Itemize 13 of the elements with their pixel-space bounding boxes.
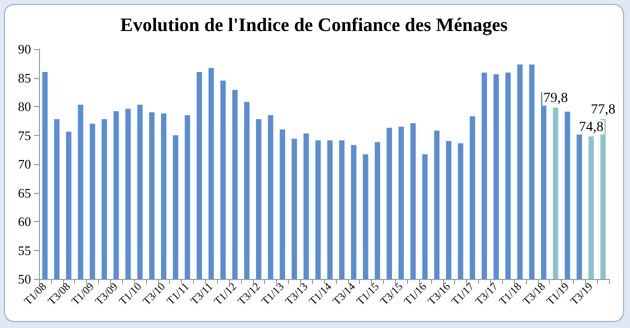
y-tick-label: 50 xyxy=(18,272,31,286)
data-label: 79,8 xyxy=(543,91,568,106)
y-tick-label: 90 xyxy=(18,42,31,56)
data-label: 74,8 xyxy=(578,120,604,135)
chart-title: Evolution de l'Indice de Confiance des Ménages xyxy=(120,15,508,36)
y-tick-label: 75 xyxy=(18,128,31,143)
y-tick-label: 65 xyxy=(18,185,31,200)
y-tick-label: 55 xyxy=(18,242,31,258)
y-tick-label: 70 xyxy=(18,156,31,172)
y-tick-label: 85 xyxy=(18,70,31,86)
data-label: 77,8 xyxy=(590,102,616,118)
y-tick-label: 60 xyxy=(18,214,31,229)
y-tick-label: 80 xyxy=(18,99,31,114)
